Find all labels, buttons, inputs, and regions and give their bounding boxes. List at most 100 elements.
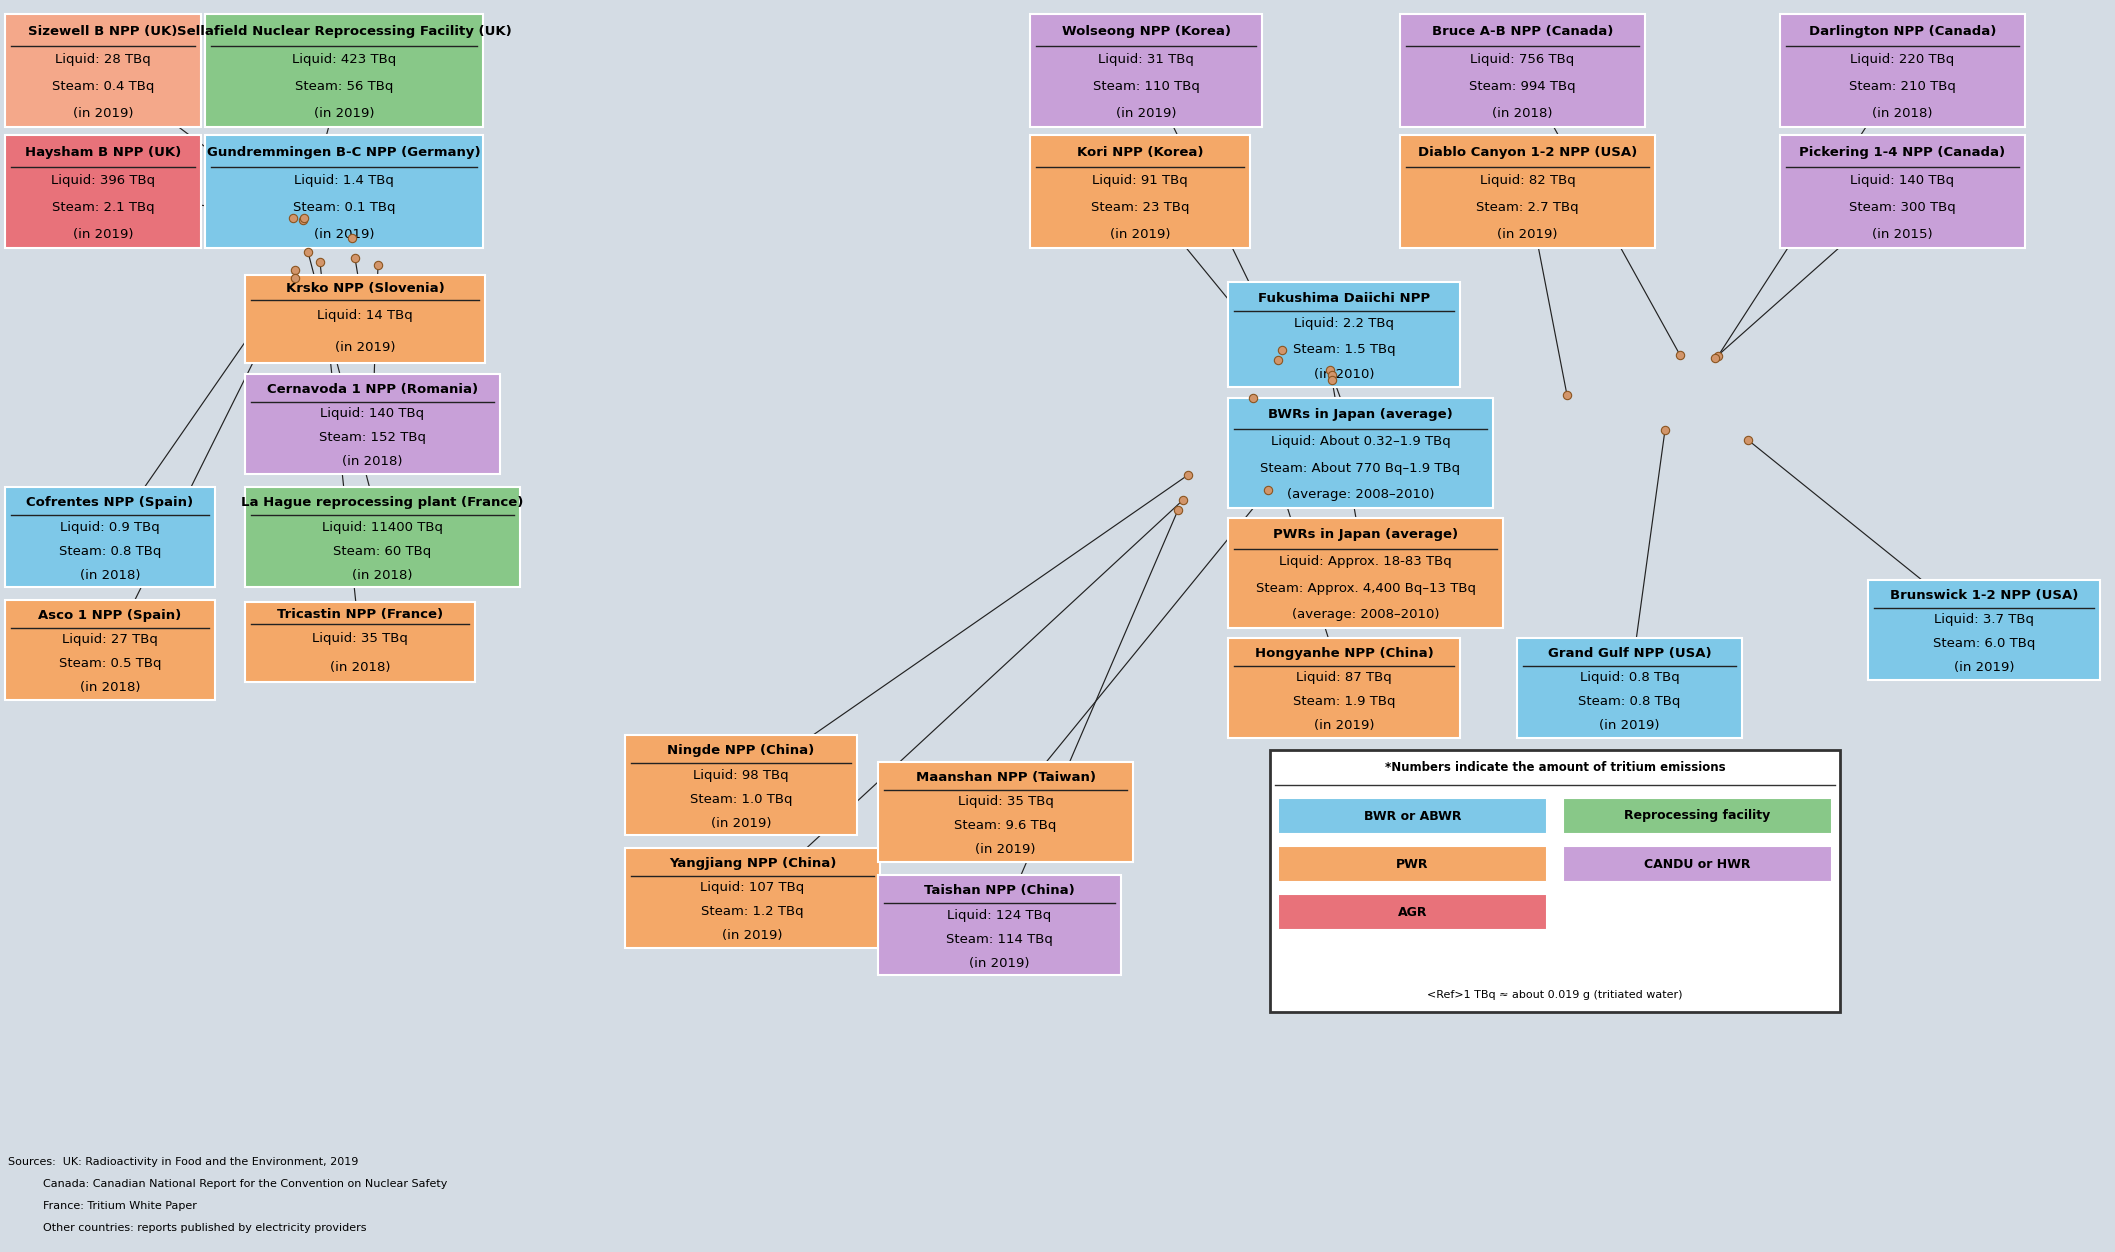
Text: Sellafield Nuclear Reprocessing Facility (UK): Sellafield Nuclear Reprocessing Facility… <box>178 25 512 38</box>
Text: Steam: 1.5 TBq: Steam: 1.5 TBq <box>1292 343 1396 356</box>
Text: Liquid: 756 TBq: Liquid: 756 TBq <box>1470 53 1576 65</box>
Text: Liquid: 3.7 TBq: Liquid: 3.7 TBq <box>1933 613 2035 626</box>
FancyBboxPatch shape <box>1781 135 2024 248</box>
FancyBboxPatch shape <box>245 374 499 475</box>
Text: Haysham B NPP (UK): Haysham B NPP (UK) <box>25 146 182 159</box>
Text: CANDU or HWR: CANDU or HWR <box>1643 858 1751 870</box>
Text: Steam: 9.6 TBq: Steam: 9.6 TBq <box>954 820 1058 833</box>
FancyBboxPatch shape <box>4 487 216 587</box>
Text: Tricastin NPP (France): Tricastin NPP (France) <box>277 607 442 621</box>
FancyBboxPatch shape <box>1229 639 1459 737</box>
Text: (in 2018): (in 2018) <box>80 681 140 695</box>
Text: (in 2019): (in 2019) <box>334 341 396 353</box>
Text: Steam: 0.8 TBq: Steam: 0.8 TBq <box>59 545 161 557</box>
FancyBboxPatch shape <box>4 600 216 700</box>
FancyBboxPatch shape <box>878 875 1121 975</box>
Text: Liquid: 35 TBq: Liquid: 35 TBq <box>958 795 1053 809</box>
Text: Yangjiang NPP (China): Yangjiang NPP (China) <box>668 856 835 870</box>
Text: Liquid: 220 TBq: Liquid: 220 TBq <box>1851 53 1954 65</box>
Text: Liquid: About 0.32–1.9 TBq: Liquid: About 0.32–1.9 TBq <box>1271 436 1451 448</box>
FancyBboxPatch shape <box>1277 894 1546 930</box>
Text: Steam: Approx. 4,400 Bq–13 TBq: Steam: Approx. 4,400 Bq–13 TBq <box>1256 582 1476 595</box>
Text: Cernavoda 1 NPP (Romania): Cernavoda 1 NPP (Romania) <box>266 383 478 396</box>
Text: Brunswick 1-2 NPP (USA): Brunswick 1-2 NPP (USA) <box>1891 588 2079 602</box>
Text: Liquid: 140 TBq: Liquid: 140 TBq <box>321 407 425 421</box>
Text: Liquid: 27 TBq: Liquid: 27 TBq <box>61 634 159 646</box>
Text: Asco 1 NPP (Spain): Asco 1 NPP (Spain) <box>38 608 182 622</box>
Text: (in 2018): (in 2018) <box>1872 106 1933 120</box>
Text: Steam: 152 TBq: Steam: 152 TBq <box>319 432 425 444</box>
Text: Darlington NPP (Canada): Darlington NPP (Canada) <box>1808 25 1997 38</box>
Text: (in 2019): (in 2019) <box>1954 661 2013 675</box>
Text: Reprocessing facility: Reprocessing facility <box>1624 810 1770 823</box>
FancyBboxPatch shape <box>1277 798 1546 834</box>
FancyBboxPatch shape <box>626 735 857 835</box>
FancyBboxPatch shape <box>1781 14 2024 126</box>
Text: (in 2018): (in 2018) <box>353 568 412 581</box>
Text: (in 2019): (in 2019) <box>313 228 374 240</box>
Text: Steam: 1.0 TBq: Steam: 1.0 TBq <box>689 793 793 805</box>
FancyBboxPatch shape <box>1868 580 2100 680</box>
FancyBboxPatch shape <box>4 135 201 248</box>
FancyBboxPatch shape <box>1229 282 1459 387</box>
Text: Liquid: 423 TBq: Liquid: 423 TBq <box>292 53 396 65</box>
Text: Liquid: 14 TBq: Liquid: 14 TBq <box>317 309 412 322</box>
Text: (in 2019): (in 2019) <box>721 929 783 943</box>
Text: Steam: 994 TBq: Steam: 994 TBq <box>1470 80 1576 93</box>
Text: Liquid: 91 TBq: Liquid: 91 TBq <box>1091 174 1189 187</box>
Text: Ningde NPP (China): Ningde NPP (China) <box>668 744 814 757</box>
Text: Bruce A-B NPP (Canada): Bruce A-B NPP (Canada) <box>1432 25 1614 38</box>
Text: BWR or ABWR: BWR or ABWR <box>1364 810 1461 823</box>
Text: Taishan NPP (China): Taishan NPP (China) <box>924 884 1074 896</box>
Text: Grand Gulf NPP (USA): Grand Gulf NPP (USA) <box>1548 647 1711 660</box>
FancyBboxPatch shape <box>1030 14 1263 126</box>
Text: (in 2019): (in 2019) <box>313 106 374 120</box>
FancyBboxPatch shape <box>245 487 520 587</box>
Text: (in 2019): (in 2019) <box>1110 228 1170 240</box>
Text: Liquid: 11400 TBq: Liquid: 11400 TBq <box>321 521 442 533</box>
Text: Liquid: 107 TBq: Liquid: 107 TBq <box>700 881 804 894</box>
Text: (in 2010): (in 2010) <box>1313 368 1375 381</box>
Text: Steam: 23 TBq: Steam: 23 TBq <box>1091 200 1189 214</box>
Text: Steam: 0.1 TBq: Steam: 0.1 TBq <box>292 200 396 214</box>
Text: France: Tritium White Paper: France: Tritium White Paper <box>8 1201 197 1211</box>
Text: Maanshan NPP (Taiwan): Maanshan NPP (Taiwan) <box>916 771 1096 784</box>
FancyBboxPatch shape <box>1400 14 1645 126</box>
Text: (in 2019): (in 2019) <box>1497 228 1559 240</box>
Text: Liquid: 87 TBq: Liquid: 87 TBq <box>1296 671 1392 685</box>
FancyBboxPatch shape <box>205 135 482 248</box>
Text: (in 2019): (in 2019) <box>72 106 133 120</box>
FancyBboxPatch shape <box>1229 398 1493 508</box>
Text: (in 2019): (in 2019) <box>1117 106 1176 120</box>
Text: Liquid: 396 TBq: Liquid: 396 TBq <box>51 174 154 187</box>
Text: Steam: 1.9 TBq: Steam: 1.9 TBq <box>1292 696 1396 709</box>
Text: Pickering 1-4 NPP (Canada): Pickering 1-4 NPP (Canada) <box>1800 146 2005 159</box>
Text: (in 2019): (in 2019) <box>969 957 1030 969</box>
Text: (in 2019): (in 2019) <box>711 816 772 830</box>
Text: Canada: Canadian National Report for the Convention on Nuclear Safety: Canada: Canadian National Report for the… <box>8 1179 448 1189</box>
FancyBboxPatch shape <box>1563 798 1832 834</box>
Text: Diablo Canyon 1-2 NPP (USA): Diablo Canyon 1-2 NPP (USA) <box>1417 146 1637 159</box>
Text: Liquid: 0.8 TBq: Liquid: 0.8 TBq <box>1580 671 1679 685</box>
Text: BWRs in Japan (average): BWRs in Japan (average) <box>1269 408 1453 422</box>
Text: Steam: 210 TBq: Steam: 210 TBq <box>1849 80 1956 93</box>
Text: (in 2019): (in 2019) <box>975 844 1036 856</box>
Text: Liquid: 2.2 TBq: Liquid: 2.2 TBq <box>1294 318 1394 331</box>
Text: (in 2018): (in 2018) <box>330 661 391 674</box>
Text: *Numbers indicate the amount of tritium emissions: *Numbers indicate the amount of tritium … <box>1385 761 1726 774</box>
Text: Liquid: 140 TBq: Liquid: 140 TBq <box>1851 174 1954 187</box>
Text: PWR: PWR <box>1396 858 1430 870</box>
Text: (in 2018): (in 2018) <box>1493 106 1552 120</box>
Text: Gundremmingen B-C NPP (Germany): Gundremmingen B-C NPP (Germany) <box>207 146 480 159</box>
Text: Liquid: 1.4 TBq: Liquid: 1.4 TBq <box>294 174 393 187</box>
Text: PWRs in Japan (average): PWRs in Japan (average) <box>1273 528 1457 541</box>
Text: Steam: 6.0 TBq: Steam: 6.0 TBq <box>1933 637 2035 651</box>
Text: Steam: 2.7 TBq: Steam: 2.7 TBq <box>1476 200 1578 214</box>
Text: Liquid: 82 TBq: Liquid: 82 TBq <box>1480 174 1576 187</box>
Text: Steam: 110 TBq: Steam: 110 TBq <box>1093 80 1199 93</box>
FancyBboxPatch shape <box>1030 135 1250 248</box>
Text: AGR: AGR <box>1398 905 1428 919</box>
Text: Steam: 60 TBq: Steam: 60 TBq <box>334 545 431 557</box>
Text: Steam: 1.2 TBq: Steam: 1.2 TBq <box>702 905 804 919</box>
Text: Wolseong NPP (Korea): Wolseong NPP (Korea) <box>1062 25 1231 38</box>
